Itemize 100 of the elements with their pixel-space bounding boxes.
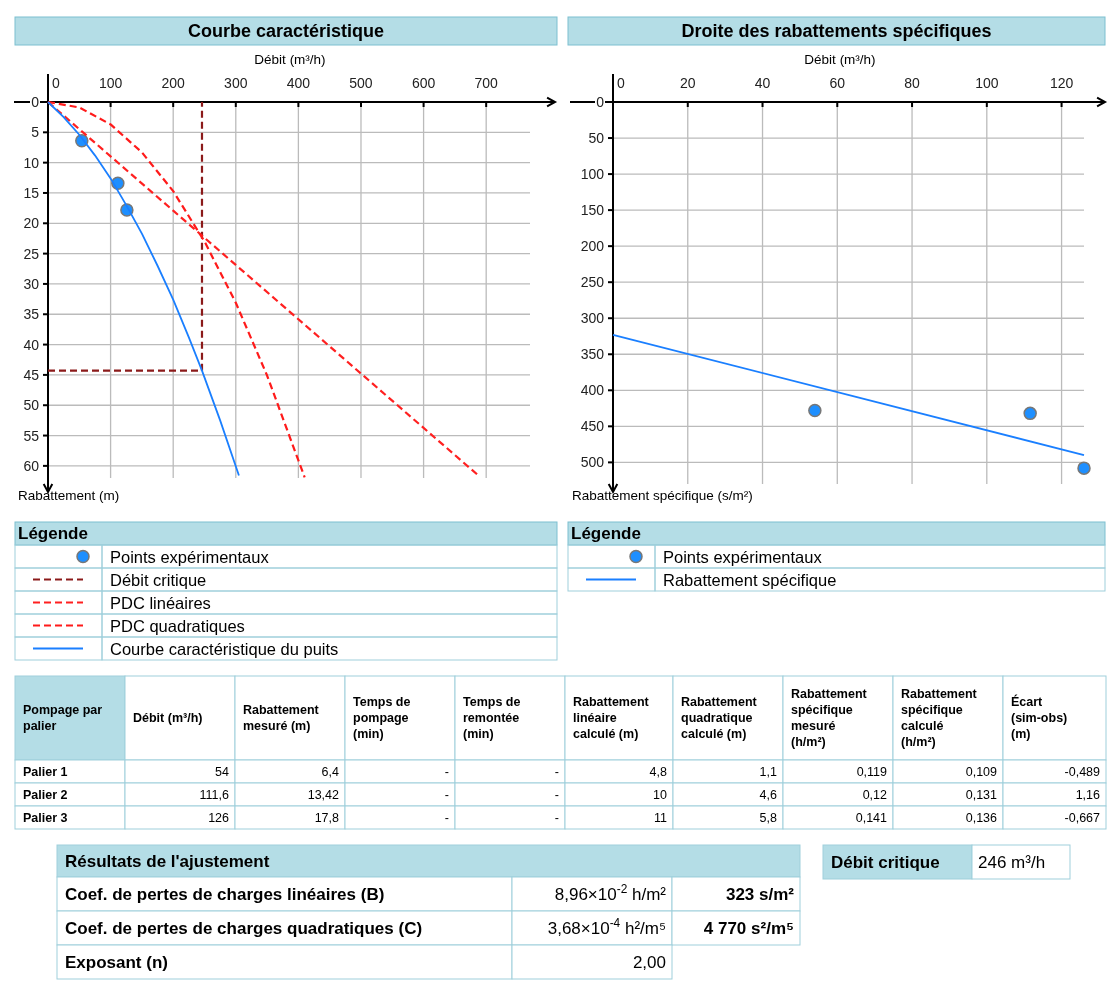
y-axis-title: Rabattement (m) [18, 488, 120, 503]
text: 13,42 [307, 788, 339, 802]
text: - [444, 811, 449, 825]
y-tick-label: 20 [23, 215, 40, 232]
category-label: Rabattement mesuré (m) [243, 703, 320, 733]
y-tick-label: 0 [596, 94, 605, 110]
y-tick-label: 10 [23, 154, 40, 171]
text: -0,667 [1064, 811, 1100, 825]
category-label: Rabattement quadratique calculé (m) [681, 695, 758, 741]
y-tick-label: 50 [23, 397, 40, 414]
text: - [444, 788, 449, 802]
y-tick-label: 5 [31, 124, 40, 141]
legend-label: PDC quadratiques [110, 616, 245, 635]
text: 2,00 [632, 953, 666, 972]
y-tick-label: 450 [580, 418, 605, 435]
legend-label: Points expérimentaux [110, 547, 270, 566]
text: Résultats de l'ajustement [65, 852, 270, 871]
text: 0,12 [862, 788, 887, 802]
x-tick-label: 100 [98, 75, 123, 91]
x-tick-label: 0 [52, 75, 60, 91]
text: - [444, 765, 449, 779]
x-tick-label: 500 [349, 75, 373, 91]
text: 3,68×10$^{-4}$ h²/m⁵ [547, 916, 666, 938]
y-tick-label: 300 [580, 310, 605, 327]
y-tick-label: 0 [31, 94, 40, 110]
text: 323 s/m² [725, 885, 794, 904]
text: 1,16 [1075, 788, 1100, 802]
y-tick-label: 350 [580, 346, 605, 363]
text: 11 [654, 811, 667, 825]
x-tick-label: 20 [679, 75, 696, 91]
text: 6,4 [321, 765, 339, 779]
text: 10 [653, 788, 667, 802]
y-tick-label: 35 [23, 306, 40, 323]
legend-label: PDC linéaires [110, 593, 211, 612]
text: 4 770 s²/m⁵ [703, 919, 794, 938]
category-label: Palier 2 [23, 788, 68, 802]
legend-label: Débit critique [110, 570, 207, 589]
x-tick-label: 60 [829, 75, 846, 91]
text: 246 m³/h [978, 853, 1046, 872]
category-label: Rabattement spécifique calculé (h/m²) [901, 687, 978, 749]
y-tick-label: 200 [580, 238, 605, 255]
text: 126 [208, 811, 229, 825]
x-axis-title: Débit (m³/h) [804, 52, 876, 67]
category-label: Rabattement spécifique mesuré (h/m²) [791, 687, 868, 749]
x-tick-label: 400 [286, 75, 311, 91]
legend-label: Rabattement spécifique [663, 570, 837, 589]
y-tick-label: 55 [23, 427, 40, 444]
category-label: Coef. de pertes de charges quadratiques (C) [65, 919, 423, 938]
x-tick-label: 100 [975, 75, 999, 91]
text: 0,109 [965, 765, 997, 779]
legend-title: Légende [18, 524, 88, 543]
y-tick-label: 40 [23, 336, 40, 353]
y-tick-label: 25 [23, 245, 40, 262]
y-tick-label: 15 [23, 184, 40, 201]
text: 0,136 [965, 811, 997, 825]
y-tick-label: 60 [23, 457, 40, 474]
y-tick-label: 30 [23, 275, 40, 292]
text: 0,131 [965, 788, 997, 802]
category-label: Débit (m³/h) [133, 711, 203, 725]
category-label: Temps de remontée (min) [463, 695, 521, 741]
category-label: Temps de pompage (min) [353, 695, 411, 741]
chart-title: Courbe caractéristique [187, 21, 385, 41]
y-tick-label: 50 [588, 130, 605, 147]
x-tick-label: 80 [904, 75, 921, 91]
text: 0,141 [855, 811, 887, 825]
x-axis-title: Débit (m³/h) [254, 52, 326, 67]
text: 4,8 [649, 765, 667, 779]
text: - [554, 788, 559, 802]
category-label: Palier 1 [23, 765, 68, 779]
x-tick-label: 0 [617, 75, 625, 91]
y-tick-label: 45 [23, 366, 40, 383]
text: 5,8 [759, 811, 777, 825]
category-label: Écart (sim-obs) (m) [1011, 694, 1068, 741]
x-tick-label: 40 [754, 75, 771, 91]
category-label: Palier 3 [23, 811, 68, 825]
category-label: Exposant (n) [65, 953, 168, 972]
text: 111,6 [199, 788, 229, 802]
legend-title: Légende [571, 524, 641, 543]
x-tick-label: 300 [224, 75, 248, 91]
category-label: Pompage par palier [23, 703, 103, 733]
chart-title: Droite des rabattements spécifiques [681, 21, 992, 41]
y-tick-label: 250 [580, 274, 605, 291]
y-axis-title: Rabattement spécifique (s/m²) [572, 488, 753, 503]
x-tick-label: 600 [411, 75, 436, 91]
x-tick-label: 120 [1049, 75, 1074, 91]
x-tick-label: 200 [161, 75, 186, 91]
text: - [554, 811, 559, 825]
text: Débit critique [831, 853, 940, 872]
y-tick-label: 150 [580, 202, 605, 219]
text: 8,96×10$^{-2}$ h/m² [554, 882, 666, 904]
category-label: Coef. de pertes de charges linéaires (B) [65, 885, 385, 904]
x-tick-label: 700 [474, 75, 499, 91]
category-label: Rabattement linéaire calculé (m) [573, 695, 650, 741]
text: - [554, 765, 559, 779]
text: 17,8 [314, 811, 339, 825]
text: 4,6 [759, 788, 777, 802]
text: 0,119 [856, 765, 887, 779]
legend-label: Courbe caractéristique du puits [110, 639, 339, 658]
legend-label: Points expérimentaux [663, 547, 823, 566]
text: -0,489 [1064, 765, 1100, 779]
